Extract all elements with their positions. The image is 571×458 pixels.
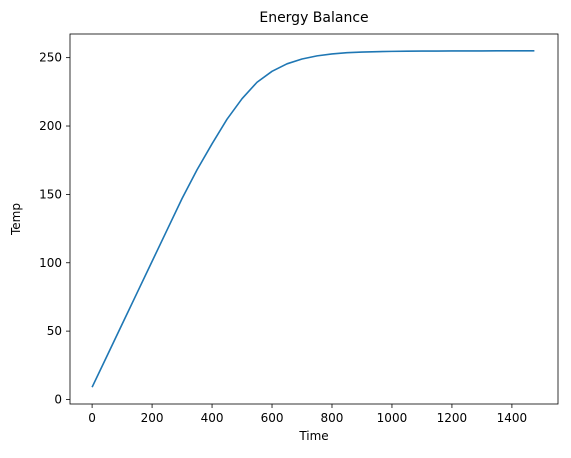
x-axis-ticks: 0 200 400 600 800 1000 1200 1400 bbox=[88, 404, 527, 425]
x-tick-label: 400 bbox=[201, 411, 224, 425]
x-tick-label: 600 bbox=[261, 411, 284, 425]
series-line bbox=[91, 50, 535, 388]
x-axis-label: Time bbox=[298, 429, 328, 443]
series-layer bbox=[91, 50, 535, 388]
y-tick-label: 200 bbox=[39, 119, 62, 133]
plot-area bbox=[69, 33, 559, 405]
x-tick-label: 1400 bbox=[497, 411, 528, 425]
y-tick-label: 250 bbox=[39, 51, 62, 65]
x-tick-label: 200 bbox=[141, 411, 164, 425]
x-tick-label: 0 bbox=[88, 411, 96, 425]
chart-title: Energy Balance bbox=[259, 10, 368, 26]
y-tick-label: 150 bbox=[39, 187, 62, 201]
y-tick-label: 0 bbox=[54, 392, 62, 406]
y-axis-label: Temp bbox=[9, 203, 23, 236]
y-tick-label: 50 bbox=[47, 324, 62, 338]
y-axis-ticks: 0 50 100 150 200 250 bbox=[39, 51, 70, 406]
x-tick-label: 800 bbox=[321, 411, 344, 425]
x-tick-label: 1000 bbox=[377, 411, 408, 425]
x-tick-label: 1200 bbox=[437, 411, 468, 425]
y-tick-label: 100 bbox=[39, 256, 62, 270]
